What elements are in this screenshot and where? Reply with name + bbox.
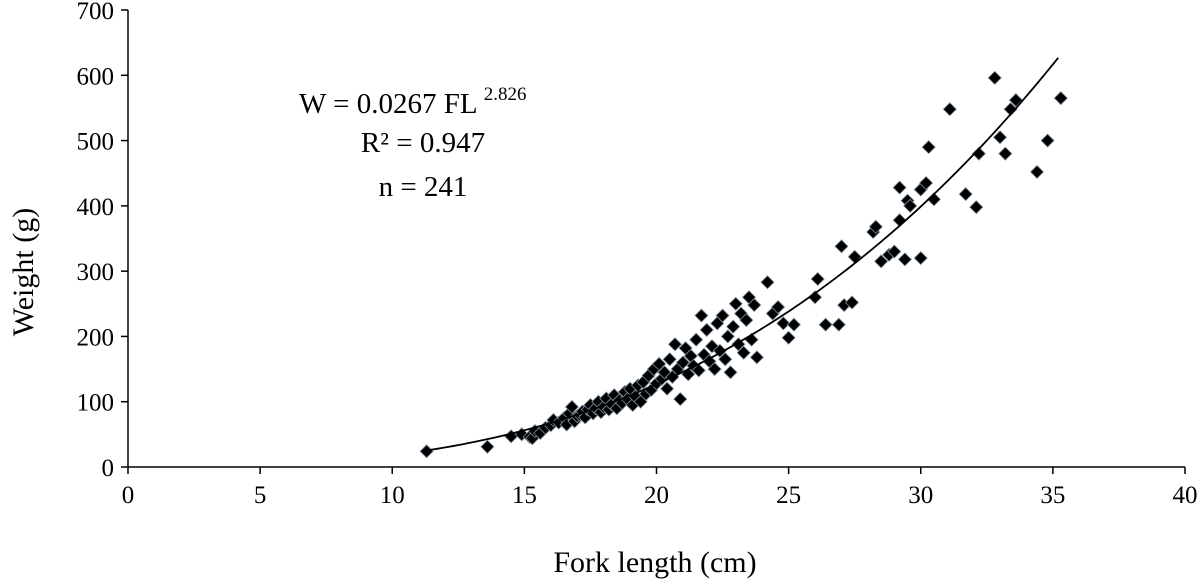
data-point <box>969 200 984 215</box>
data-point <box>728 296 743 311</box>
data-point <box>958 187 973 202</box>
data-point <box>662 352 677 367</box>
data-point <box>673 392 688 407</box>
y-tick-label: 600 <box>77 63 115 90</box>
data-point <box>736 345 751 360</box>
x-tick-label: 15 <box>512 482 537 509</box>
regression-annotation: W = 0.0267 FL 2.826 R² = 0.947 n = 241 <box>299 84 526 203</box>
x-tick-label: 40 <box>1173 482 1198 509</box>
data-point <box>675 355 690 370</box>
data-point <box>987 70 1002 85</box>
equation-text: W = 0.0267 FL 2.826 <box>299 84 526 120</box>
data-point <box>726 319 741 334</box>
data-point <box>942 102 957 117</box>
data-point <box>652 356 667 371</box>
equation-base: W = 0.0267 FL <box>299 88 484 120</box>
data-point <box>689 332 704 347</box>
data-point <box>564 399 580 415</box>
y-tick-label: 100 <box>77 390 115 417</box>
y-axis-ticks: 0 100 200 300 400 500 600 700 <box>77 0 128 482</box>
data-point <box>747 298 762 313</box>
equation-exponent: 2.826 <box>484 84 527 105</box>
data-point <box>844 295 860 310</box>
x-tick-label: 25 <box>776 482 801 509</box>
data-point <box>810 271 825 287</box>
data-point <box>760 275 775 290</box>
data-point <box>868 219 883 234</box>
x-tick-label: 35 <box>1040 482 1065 509</box>
y-axis-label: Weight (g) <box>7 208 40 336</box>
y-tick-label: 500 <box>77 129 115 156</box>
data-point <box>887 244 902 259</box>
data-point <box>913 251 928 266</box>
y-tick-label: 300 <box>77 259 115 286</box>
data-point <box>831 317 846 332</box>
y-tick-label: 700 <box>77 0 115 25</box>
data-point <box>918 175 934 191</box>
x-tick-label: 10 <box>380 482 405 509</box>
data-point <box>1053 91 1068 106</box>
power-fit-curve <box>426 57 1059 452</box>
data-point <box>998 146 1013 161</box>
data-point <box>874 254 889 269</box>
data-point <box>892 180 907 195</box>
x-tick-label: 0 <box>122 482 135 509</box>
data-point <box>897 252 912 267</box>
data-point <box>1003 102 1018 117</box>
data-point <box>786 317 801 332</box>
r-squared-text: R² = 0.947 <box>361 127 485 159</box>
data-point <box>699 322 714 337</box>
data-point <box>807 290 823 305</box>
data-point <box>992 130 1008 145</box>
data-point <box>834 239 849 254</box>
data-point <box>720 329 735 344</box>
data-point <box>1029 164 1045 179</box>
data-point <box>776 316 791 331</box>
y-tick-label: 200 <box>77 324 115 351</box>
data-point <box>739 313 754 328</box>
data-point <box>770 299 786 315</box>
data-point <box>847 249 862 264</box>
data-point <box>694 308 709 323</box>
data-point <box>971 146 986 161</box>
data-point <box>921 140 936 155</box>
data-point <box>480 439 495 454</box>
data-point <box>419 444 434 459</box>
data-point <box>723 365 738 380</box>
x-tick-label: 20 <box>644 482 669 509</box>
data-point <box>1040 133 1055 148</box>
data-points <box>419 70 1068 459</box>
x-axis-label: Fork length (cm) <box>553 546 756 579</box>
data-point <box>749 350 764 365</box>
x-tick-label: 30 <box>908 482 933 509</box>
data-point <box>903 198 918 213</box>
sample-size-text: n = 241 <box>379 171 468 203</box>
x-axis-ticks: 0 5 10 15 20 25 30 35 40 <box>122 467 1198 509</box>
y-tick-label: 400 <box>77 194 115 221</box>
data-point <box>718 352 733 367</box>
y-tick-label: 0 <box>102 455 115 482</box>
x-tick-label: 5 <box>254 482 267 509</box>
data-point <box>667 337 683 352</box>
data-point <box>781 330 796 345</box>
data-point <box>715 308 730 323</box>
data-point <box>707 362 722 377</box>
data-point <box>818 317 833 332</box>
data-point <box>660 381 675 396</box>
data-point <box>691 363 706 378</box>
